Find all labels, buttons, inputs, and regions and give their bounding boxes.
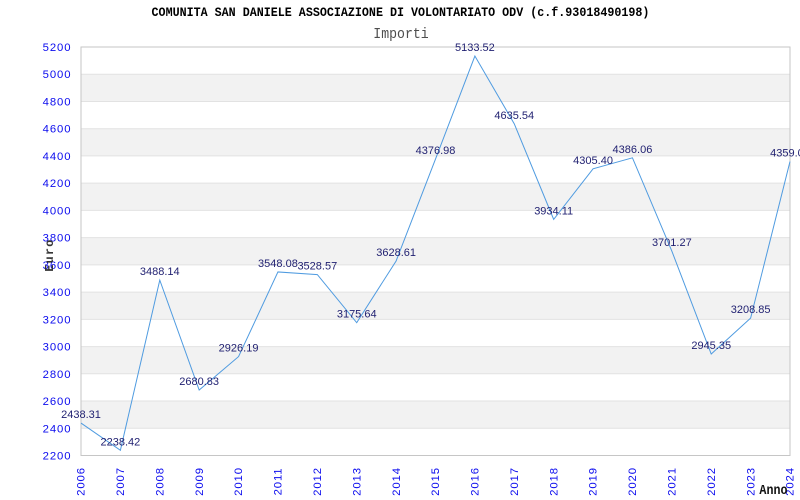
svg-text:2015: 2015 bbox=[430, 467, 442, 496]
svg-text:4376.98: 4376.98 bbox=[416, 145, 456, 157]
svg-text:3488.14: 3488.14 bbox=[140, 266, 180, 278]
svg-text:3628.61: 3628.61 bbox=[376, 247, 416, 259]
svg-text:2600: 2600 bbox=[43, 396, 72, 408]
svg-text:Importi: Importi bbox=[373, 26, 428, 43]
svg-text:2945.35: 2945.35 bbox=[691, 340, 731, 352]
svg-text:2018: 2018 bbox=[548, 467, 560, 496]
svg-text:4800: 4800 bbox=[43, 96, 72, 108]
svg-text:2680.83: 2680.83 bbox=[179, 376, 219, 388]
svg-text:4600: 4600 bbox=[43, 124, 72, 136]
svg-text:2008: 2008 bbox=[154, 467, 166, 496]
svg-text:4200: 4200 bbox=[43, 178, 72, 190]
svg-text:2238.42: 2238.42 bbox=[101, 436, 141, 448]
svg-text:3548.08: 3548.08 bbox=[258, 258, 298, 270]
svg-text:5000: 5000 bbox=[43, 69, 72, 81]
svg-text:2022: 2022 bbox=[706, 467, 718, 496]
svg-text:3400: 3400 bbox=[43, 287, 72, 299]
svg-text:2438.31: 2438.31 bbox=[61, 409, 101, 421]
svg-text:2013: 2013 bbox=[351, 467, 363, 496]
svg-text:2024: 2024 bbox=[785, 467, 797, 496]
svg-text:COMUNITA SAN DANIELE ASSOCIAZI: COMUNITA SAN DANIELE ASSOCIAZIONE DI VOL… bbox=[152, 5, 650, 20]
svg-text:3934.11: 3934.11 bbox=[534, 205, 573, 217]
svg-text:3600: 3600 bbox=[43, 260, 72, 272]
svg-text:3701.27: 3701.27 bbox=[652, 237, 692, 249]
svg-text:2019: 2019 bbox=[588, 467, 600, 496]
svg-text:4359.04: 4359.04 bbox=[770, 148, 800, 160]
svg-text:Euro: Euro bbox=[43, 238, 57, 271]
svg-text:2023: 2023 bbox=[745, 467, 757, 496]
svg-text:4400: 4400 bbox=[43, 151, 72, 163]
svg-text:2006: 2006 bbox=[76, 467, 88, 496]
svg-text:2009: 2009 bbox=[194, 467, 206, 496]
svg-text:2010: 2010 bbox=[233, 467, 245, 496]
svg-text:Anno: Anno bbox=[759, 483, 787, 498]
svg-text:4386.06: 4386.06 bbox=[613, 144, 653, 156]
svg-text:2020: 2020 bbox=[627, 467, 639, 496]
svg-text:4635.54: 4635.54 bbox=[494, 110, 534, 122]
svg-text:2200: 2200 bbox=[43, 451, 72, 463]
svg-text:5200: 5200 bbox=[43, 42, 72, 54]
svg-text:2011: 2011 bbox=[273, 467, 285, 495]
svg-text:4305.40: 4305.40 bbox=[573, 155, 613, 167]
svg-text:2017: 2017 bbox=[509, 467, 521, 496]
svg-text:4000: 4000 bbox=[43, 205, 72, 217]
svg-text:2800: 2800 bbox=[43, 369, 72, 381]
svg-text:3000: 3000 bbox=[43, 342, 72, 354]
svg-text:2400: 2400 bbox=[43, 423, 72, 435]
svg-text:2021: 2021 bbox=[667, 467, 679, 496]
svg-text:5133.52: 5133.52 bbox=[455, 42, 495, 54]
svg-text:2926.19: 2926.19 bbox=[219, 343, 259, 355]
svg-text:2012: 2012 bbox=[312, 467, 324, 496]
svg-text:3200: 3200 bbox=[43, 314, 72, 326]
svg-text:3800: 3800 bbox=[43, 233, 72, 245]
svg-text:3208.85: 3208.85 bbox=[731, 304, 771, 316]
svg-text:3528.57: 3528.57 bbox=[297, 261, 337, 273]
svg-text:3175.64: 3175.64 bbox=[337, 309, 377, 321]
svg-text:2014: 2014 bbox=[391, 467, 403, 496]
svg-text:2007: 2007 bbox=[115, 467, 127, 496]
svg-text:2016: 2016 bbox=[470, 467, 482, 496]
